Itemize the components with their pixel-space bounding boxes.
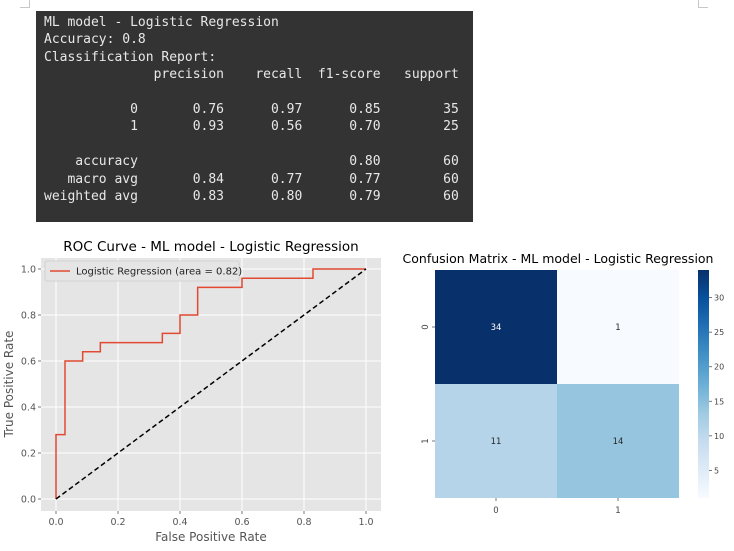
report-line: 0 0.76 0.97 0.85 35 [44,102,459,118]
cm-cell [557,270,679,384]
roc-curve-chart: ROC Curve - ML model - Logistic Regressi… [2,239,381,544]
roc-ticks: 0.0 0.2 0.4 0.6 0.8 1.0 0.0 0.2 0.4 0.6 0.8 1.0 [21,265,374,529]
roc-lines [55,268,367,500]
page-corner-mark-right [698,0,708,8]
roc-x-tick-label: 1.0 [358,517,373,528]
cm-cell-value: 14 [613,437,624,447]
cm-colorbar-gradient [698,270,709,498]
cm-cells: 34 111 140 101 [421,270,679,516]
report-line: Classification Report: [44,49,217,65]
cm-colorbar-tick-label: 5 [714,466,719,475]
roc-chance-line [55,268,367,500]
classification-report-output: ML model - Logistic Regression Accuracy:… [36,11,473,222]
cm-cell [557,384,679,498]
report-line: ML model - Logistic Regression [44,15,279,30]
report-line: accuracy 0.80 60 [44,154,459,170]
cm-cell-value: 1 [615,323,620,333]
report-line: 1 0.93 0.56 0.70 25 [44,119,459,135]
roc-curve-line [55,268,366,499]
report-line: precision recall f1-score support [44,67,459,83]
cm-colorbar-tick-label: 20 [714,363,724,372]
cm-col-label: 1 [615,506,620,516]
cm-colorbar-tick-label: 10 [714,432,724,441]
roc-x-tick-label: 0.2 [110,517,125,528]
roc-y-tick-label: 0.6 [21,357,36,368]
report-line: weighted avg 0.83 0.80 0.79 60 [44,189,459,205]
cm-chart-title: Confusion Matrix - ML model - Logistic R… [403,251,714,266]
cm-colorbar-tick-label: 15 [714,397,724,406]
report-line: macro avg 0.84 0.77 0.77 60 [44,171,459,187]
cm-cell-value: 34 [491,323,502,333]
roc-y-tick-label: 0.2 [21,449,36,460]
roc-x-tick-label: 0.8 [296,517,311,528]
cm-row-label: 0 [421,324,431,329]
cm-cell-value: 11 [491,437,502,447]
cm-cell [435,270,557,384]
roc-y-tick-label: 0.0 [21,495,36,506]
roc-legend-box [44,260,240,282]
roc-x-tick-label: 0.0 [48,517,63,528]
confusion-matrix-chart: Confusion Matrix - ML model - Logistic R… [403,251,725,516]
roc-y-axis-label: True Positive Rate [2,331,16,439]
roc-grid [41,258,381,511]
cm-colorbar: 5 10 15 20 25 30 [698,270,724,498]
roc-y-tick-label: 1.0 [21,265,36,276]
report-line: Accuracy: 0.8 [44,32,146,48]
cm-colorbar-tick-label: 30 [714,294,724,303]
roc-x-axis-label: False Positive Rate [155,530,267,544]
roc-y-tick-label: 0.8 [21,311,36,322]
cm-cell [435,384,557,498]
page-corner-mark-left [20,0,30,8]
roc-x-tick-label: 0.4 [172,517,187,528]
cm-colorbar-tick-label: 25 [714,328,724,337]
roc-chart-title: ROC Curve - ML model - Logistic Regressi… [63,239,358,255]
cm-row-label: 1 [421,438,431,443]
roc-y-tick-label: 0.4 [21,403,36,414]
cm-col-label: 0 [493,506,498,516]
roc-legend-label: Logistic Regression (area = 0.82) [76,267,242,278]
roc-x-tick-label: 0.6 [234,517,249,528]
